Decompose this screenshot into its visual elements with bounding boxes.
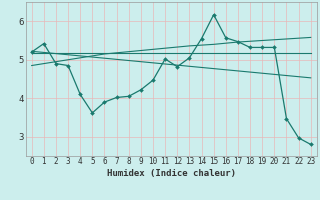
X-axis label: Humidex (Indice chaleur): Humidex (Indice chaleur) (107, 169, 236, 178)
